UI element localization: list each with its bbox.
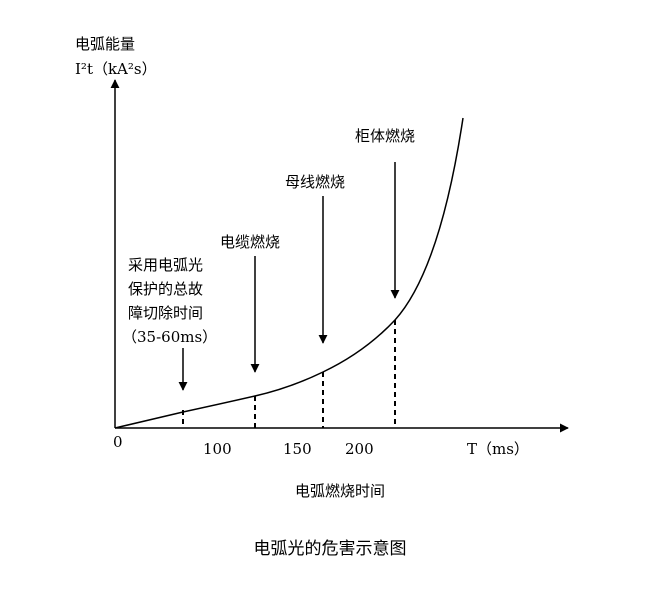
annotation-line: 障切除时间	[128, 304, 203, 322]
y-axis-unit: I²t（kA²s）	[75, 60, 157, 78]
annotation-line: 保护的总故	[128, 280, 203, 298]
x-axis-unit: T（ms）	[467, 440, 529, 458]
x-tick-label: 200	[345, 440, 374, 458]
annotation-line: （35-60ms）	[122, 328, 217, 346]
y-axis-title: 电弧能量	[75, 35, 135, 53]
annotation: 电缆燃烧	[220, 233, 280, 251]
caption: 电弧光的危害示意图	[254, 539, 407, 559]
annotation: 柜体燃烧	[355, 127, 415, 145]
x-axis-title: 电弧燃烧时间	[295, 482, 385, 500]
annotation: 母线燃烧	[285, 173, 345, 191]
annotation-line: 采用电弧光	[128, 256, 203, 274]
x-tick-label: 150	[283, 440, 312, 458]
x-tick-label: 100	[203, 440, 232, 458]
x-tick-label: 0	[113, 433, 123, 451]
energy-curve	[114, 117, 464, 429]
